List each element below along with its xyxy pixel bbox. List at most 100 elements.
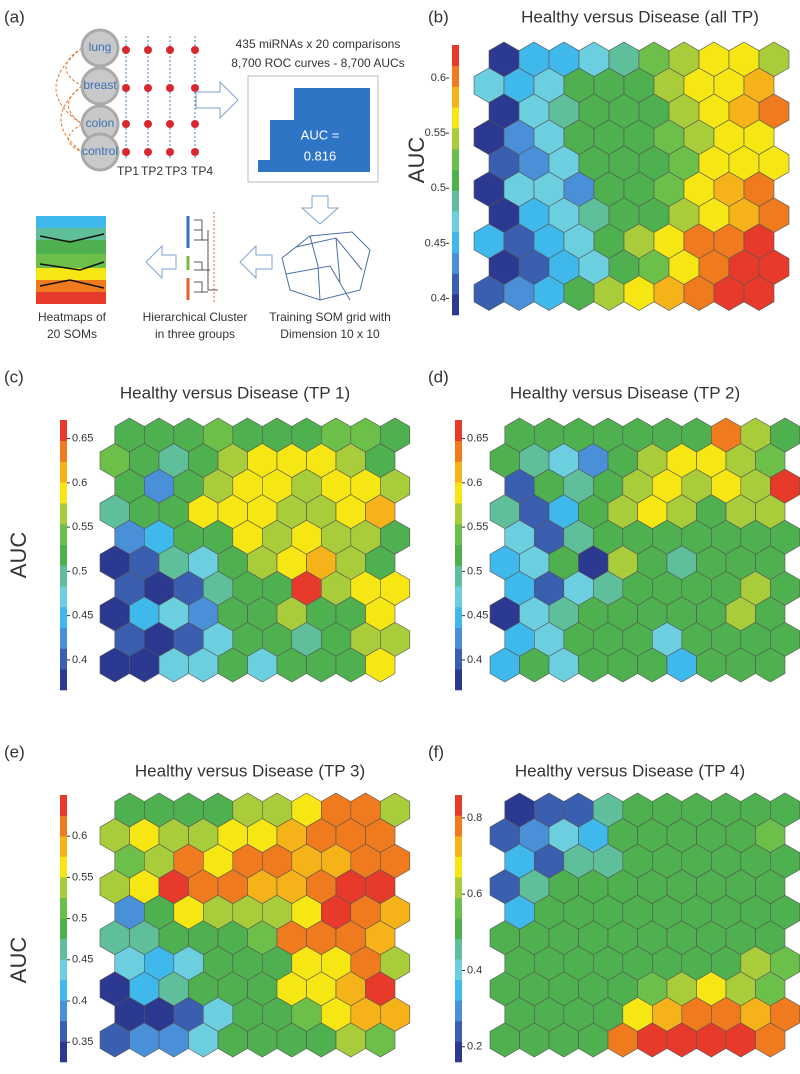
colorbar-segment [455, 523, 462, 545]
colorbar-segment [452, 128, 459, 150]
colorbar-segment [60, 897, 67, 919]
colorbar-segment [455, 606, 462, 628]
colorbar-segment [452, 190, 459, 212]
colorbar-segment [60, 440, 67, 462]
colorbar-segment [60, 918, 67, 940]
colorbar-segment [452, 86, 459, 108]
sample-drops [122, 46, 199, 156]
y-tick-label: 0.8 [467, 812, 482, 824]
roc-caption: 8,700 ROC curves - 8,700 AUCs [231, 56, 404, 70]
colorbar-segment [452, 294, 459, 316]
colorbar-segment [60, 565, 67, 587]
colorbar-segment [452, 65, 459, 87]
colorbar-segment [60, 420, 67, 442]
colorbar-segment [60, 523, 67, 545]
colorbar-segment [455, 918, 462, 940]
y-tick-label: 0.45 [72, 610, 93, 622]
panel-label: (f) [428, 742, 444, 761]
panel: (b) Healthy versus Disease (all TP) AUC 0.4… [404, 7, 790, 316]
chart-title: Healthy versus Disease (TP 4) [515, 761, 745, 780]
colorbar-segment [60, 877, 67, 898]
colorbar-segment [60, 795, 67, 816]
mini-heatmap [36, 216, 106, 304]
step-caption: in three groups [155, 327, 235, 341]
hex-cell [365, 1022, 396, 1058]
y-tick-label: 0.55 [72, 521, 93, 533]
colorbar-segment [60, 1020, 67, 1042]
colorbar-segment [60, 1000, 67, 1022]
colorbar-segment [455, 544, 462, 566]
panel: (d) Healthy versus Disease (TP 2) 0.4 0.45 0… [428, 367, 800, 691]
y-tick-label: 0.55 [72, 871, 93, 883]
arrow [195, 80, 239, 120]
panel-label: (b) [428, 7, 449, 26]
colorbar-segment [455, 669, 462, 691]
y-tick-label: 0.5 [72, 913, 87, 925]
colorbar-segment [455, 1000, 462, 1022]
colorbar-segment [455, 877, 462, 898]
y-tick-label: 0.6 [431, 72, 446, 84]
arrow [145, 244, 177, 280]
colorbar-segment [60, 586, 67, 608]
chart-title: Healthy versus Disease (TP 1) [120, 383, 350, 402]
colorbar-segment [455, 815, 462, 837]
panel: (c) Healthy versus Disease (TP 1) AUC 0.4 0.… [4, 367, 411, 691]
colorbar-segment [60, 856, 67, 878]
colorbar-segment [452, 231, 459, 253]
colorbar-segment [60, 669, 67, 691]
y-tick-label: 0.6 [72, 830, 87, 842]
step-caption: Training SOM grid with [269, 310, 391, 324]
y-tick-label: 0.65 [72, 432, 93, 444]
y-tick-label: 0.5 [467, 565, 482, 577]
panel-label: (e) [4, 742, 25, 761]
timepoint-lines [125, 36, 196, 160]
colorbar-segment [455, 627, 462, 649]
y-tick-label: 0.35 [72, 1036, 93, 1048]
colorbar-segment [455, 836, 462, 857]
auc-value: 0.816 [304, 148, 337, 163]
y-tick-label: 0.45 [72, 954, 93, 966]
chart-title: Healthy versus Disease (TP 3) [135, 761, 365, 780]
y-tick-label: 0.4 [467, 654, 482, 666]
y-axis-label: AUC [6, 937, 31, 984]
y-tick-label: 0.4 [467, 964, 482, 976]
step-caption: Hierarchical Cluster [143, 310, 248, 324]
group-label: colon [86, 116, 115, 130]
colorbar-segment [455, 648, 462, 670]
colorbar-segment [60, 627, 67, 649]
panel: (e) Healthy versus Disease (TP 3) AUC 0.35 0… [4, 742, 411, 1063]
colorbar-segment [455, 938, 462, 960]
y-tick-label: 0.5 [431, 182, 446, 194]
colorbar-segment [452, 107, 459, 129]
colorbar-segment [60, 938, 67, 960]
y-tick-label: 0.55 [467, 521, 488, 533]
roc-area [258, 88, 370, 172]
colorbar-segment [452, 169, 459, 191]
arrow [239, 244, 273, 280]
colorbar-segment [60, 959, 67, 981]
timepoint-label: TP3 [165, 164, 187, 178]
colorbar-segment [455, 1041, 462, 1063]
panel-label: (c) [4, 367, 24, 386]
colorbar-segment [60, 606, 67, 628]
colorbar-segment [455, 979, 462, 1001]
colorbar-segment [452, 211, 459, 233]
y-tick-label: 0.6 [72, 477, 87, 489]
colorbar-segment [452, 252, 459, 274]
colorbar-segment [60, 815, 67, 837]
colorbar-segment [455, 795, 462, 816]
group-circles [80, 28, 120, 172]
step-caption: 20 SOMs [47, 327, 97, 341]
colorbar-segment [455, 565, 462, 587]
colorbar-segment [60, 836, 67, 857]
colorbar-segment [455, 1020, 462, 1042]
group-label: breast [83, 78, 117, 92]
hex-cell [743, 275, 775, 311]
colorbar-segment [455, 897, 462, 919]
colorbar-segment [455, 482, 462, 504]
colorbar-segment [60, 979, 67, 1001]
colorbar-segment [455, 586, 462, 608]
colorbar-segment [452, 273, 459, 295]
arrow [300, 195, 340, 225]
